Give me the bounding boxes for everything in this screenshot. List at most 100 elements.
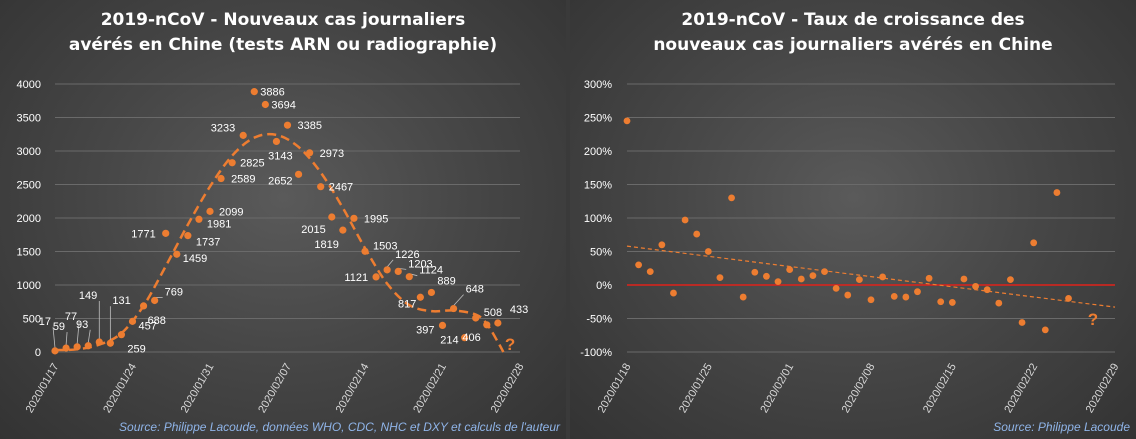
data-point xyxy=(339,226,347,234)
data-point xyxy=(948,299,956,306)
data-point xyxy=(786,266,794,273)
data-point xyxy=(681,216,689,224)
data-point xyxy=(427,288,436,297)
data-point xyxy=(983,286,991,294)
data-label: 1981 xyxy=(207,218,231,230)
y-tick-label: 0% xyxy=(596,280,612,292)
data-point xyxy=(763,272,770,280)
data-point xyxy=(328,213,336,221)
data-label: 77 xyxy=(65,311,77,323)
data-point xyxy=(106,339,114,347)
data-point xyxy=(1007,276,1014,284)
data-label: 1203 xyxy=(408,258,432,270)
data-point xyxy=(51,347,59,355)
data-point xyxy=(117,331,126,339)
data-label: 2652 xyxy=(268,175,292,187)
x-tick-label: 2020/01/18 xyxy=(596,362,634,416)
y-tick-label: 300% xyxy=(584,79,612,91)
chart-source: Source: Philippe Lacoude xyxy=(993,420,1130,434)
data-label: 1121 xyxy=(344,272,368,284)
data-point xyxy=(635,261,643,269)
data-point xyxy=(937,298,945,306)
data-point xyxy=(995,299,1003,307)
data-label: 17 xyxy=(39,316,51,328)
trend-curve xyxy=(54,132,505,353)
data-point xyxy=(217,174,225,183)
data-point xyxy=(272,137,281,146)
data-label: 688 xyxy=(148,315,166,327)
data-point xyxy=(797,275,805,283)
data-point xyxy=(739,293,747,301)
data-point xyxy=(716,274,724,282)
data-point xyxy=(405,273,413,281)
new-cases-chart-panel: 2019-nCoV - Nouveaux cas journaliers avé… xyxy=(0,0,566,439)
data-point xyxy=(914,288,921,296)
data-point xyxy=(306,149,314,157)
data-point xyxy=(350,214,358,222)
y-tick-label: 3000 xyxy=(17,146,41,158)
chart-title: 2019-nCoV - Taux de croissance des nouve… xyxy=(570,8,1136,58)
data-label: 3233 xyxy=(211,122,235,134)
data-label: 2825 xyxy=(240,158,264,170)
data-point xyxy=(317,183,325,191)
data-point xyxy=(461,334,469,342)
data-point xyxy=(361,247,369,255)
data-point xyxy=(84,342,92,350)
x-tick-label: 2020/01/31 xyxy=(179,362,217,416)
y-tick-label: 0 xyxy=(35,347,41,359)
y-tick-label: 100% xyxy=(584,213,612,225)
leader-line xyxy=(87,329,91,343)
data-label: 1819 xyxy=(314,239,338,251)
y-tick-label: 500 xyxy=(23,314,41,326)
x-tick-label: 2020/02/29 xyxy=(1084,362,1122,416)
data-point xyxy=(195,215,203,223)
data-point xyxy=(751,268,759,276)
x-tick-label: 2020/01/17 xyxy=(24,362,62,416)
y-tick-label: 3500 xyxy=(17,113,41,125)
data-point xyxy=(855,276,863,284)
data-label: 433 xyxy=(510,304,528,316)
x-tick-label: 2020/02/14 xyxy=(334,362,372,416)
leader-line xyxy=(453,294,464,306)
data-point xyxy=(184,232,192,240)
data-point xyxy=(960,275,968,283)
y-tick-label: 250% xyxy=(584,113,612,125)
y-tick-label: 200% xyxy=(584,146,612,158)
data-point xyxy=(658,241,666,249)
data-point xyxy=(728,194,735,202)
data-label: 2099 xyxy=(219,206,243,218)
data-point xyxy=(294,170,303,178)
data-point xyxy=(372,273,380,281)
x-tick-label: 2020/02/21 xyxy=(411,362,449,416)
data-point xyxy=(693,230,701,238)
x-tick-label: 2020/01/25 xyxy=(677,362,715,416)
data-point xyxy=(494,319,502,327)
data-point xyxy=(139,302,148,310)
data-point xyxy=(670,289,677,297)
data-point xyxy=(809,272,817,280)
x-tick-label: 2020/02/07 xyxy=(256,362,294,416)
new-cases-scatter-plot: 0 500 1000 1500 2000 2500 3000 3500 4000 2020/01/… xyxy=(17,79,529,416)
x-tick-label: 2020/02/15 xyxy=(921,362,959,416)
data-point xyxy=(1041,326,1049,334)
data-point xyxy=(62,344,70,352)
data-label: 3143 xyxy=(268,150,292,162)
data-point xyxy=(972,282,979,290)
data-point xyxy=(162,229,170,237)
data-point xyxy=(383,266,391,274)
data-point xyxy=(646,268,654,275)
data-point xyxy=(844,291,852,299)
y-tick-label: 4000 xyxy=(17,79,41,91)
data-label: 1459 xyxy=(183,253,207,265)
y-tick-label: 1500 xyxy=(17,247,41,259)
data-label: 397 xyxy=(416,324,434,336)
y-tick-label: 2000 xyxy=(17,213,41,225)
data-point xyxy=(261,100,269,109)
data-label: 3886 xyxy=(260,87,284,99)
data-point xyxy=(239,131,247,139)
data-label: 1503 xyxy=(373,240,397,252)
x-tick-label: 2020/01/24 xyxy=(101,362,139,416)
y-tick-label: 2500 xyxy=(17,180,41,192)
x-tick-label: 2020/02/28 xyxy=(489,362,527,416)
data-point xyxy=(867,296,875,304)
